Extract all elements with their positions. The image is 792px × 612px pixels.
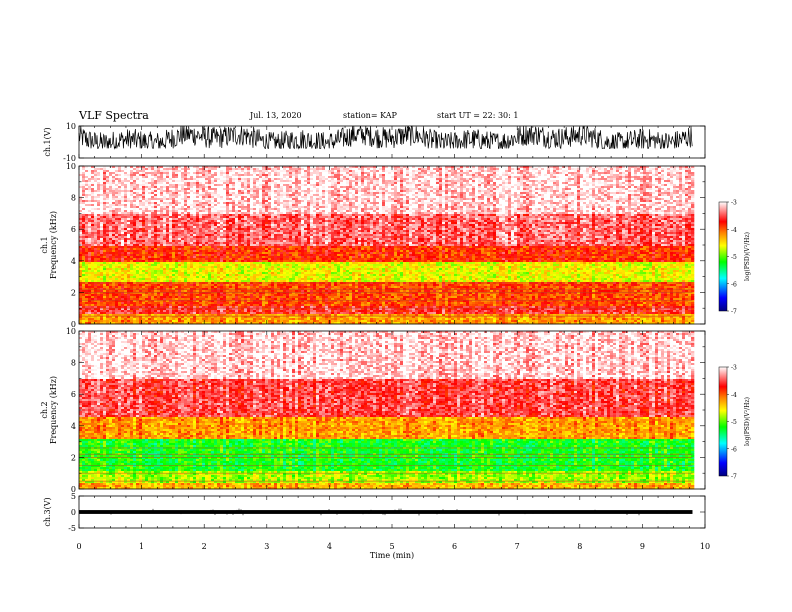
panel-0-ytick-label: 10 bbox=[66, 122, 76, 131]
ch1-spectrogram-colorbar-tick-label: -4 bbox=[731, 227, 737, 234]
x-axis-label: Time (min) bbox=[370, 551, 414, 560]
xtick-label: 2 bbox=[202, 542, 207, 551]
start-time-label: start UT = 22: 30: 1 bbox=[437, 111, 518, 120]
ch2-spectrogram-colorbar-tick-label: -7 bbox=[731, 474, 737, 481]
xtick-label: 7 bbox=[515, 542, 520, 551]
panel-2-ylabel: ch.2 bbox=[40, 401, 49, 418]
panel-1-ytick-label: 2 bbox=[71, 288, 76, 297]
panel-1-ylabel: ch.1 bbox=[40, 236, 49, 253]
ch2-spectrogram-colorbar-label: log(PSD)(V²/Hz) bbox=[744, 397, 751, 446]
panel-2-ytick-label: 6 bbox=[71, 390, 76, 399]
panel-0-ylabel: ch.1(V) bbox=[43, 127, 52, 156]
panel-3-ylabel: ch.3(V) bbox=[43, 497, 52, 526]
panel-2-ytick-label: 10 bbox=[66, 327, 76, 336]
ch1-spectrogram-colorbar-label: log(PSD)(V²/Hz) bbox=[744, 232, 751, 281]
xtick-label: 10 bbox=[700, 542, 710, 551]
xtick-label: 9 bbox=[640, 542, 645, 551]
station-label: station= KAP bbox=[343, 111, 397, 120]
ch1-spectrogram-colorbar-tick-label: -7 bbox=[731, 309, 737, 316]
panel-2-ylabel: Frequency (kHz) bbox=[49, 376, 58, 444]
ch1-waveform-line bbox=[78, 125, 693, 150]
xtick-label: 4 bbox=[327, 542, 332, 551]
panel-3-ytick-label: 0 bbox=[71, 508, 76, 517]
panel-2-ytick-label: 4 bbox=[71, 422, 76, 431]
figure-title: VLF Spectra bbox=[79, 109, 149, 122]
xtick-label: 1 bbox=[139, 542, 144, 551]
panel-1-ytick-label: 10 bbox=[66, 162, 76, 171]
xtick-label: 5 bbox=[389, 542, 394, 551]
ch3-waveform-spikes bbox=[80, 508, 668, 516]
date-label: Jul. 13, 2020 bbox=[250, 111, 302, 120]
panel-2-ytick-label: 0 bbox=[71, 485, 76, 494]
panel-1-ytick-label: 8 bbox=[71, 194, 76, 203]
xtick-label: 0 bbox=[76, 542, 81, 551]
panel-3-ytick-label: 5 bbox=[71, 492, 76, 501]
ch2-spectrogram-colorbar-tick-label: -4 bbox=[731, 392, 737, 399]
panel-3-ytick-label: -5 bbox=[68, 524, 76, 533]
ch1-spectrogram-colorbar-tick-label: -3 bbox=[731, 200, 737, 207]
xtick-label: 3 bbox=[264, 542, 269, 551]
ch1-spectrogram-colorbar-tick-label: -6 bbox=[731, 281, 737, 288]
ch2-spectrogram-colorbar-tick-label: -5 bbox=[731, 419, 737, 426]
ch2-spectrogram-colorbar-tick-label: -6 bbox=[731, 446, 737, 453]
panel-2-ytick-label: 2 bbox=[71, 453, 76, 462]
panel-1-ytick-label: 4 bbox=[71, 257, 76, 266]
xtick-label: 6 bbox=[452, 542, 457, 551]
panel-1-ylabel: Frequency (kHz) bbox=[49, 211, 58, 279]
panel-1-ytick-label: 6 bbox=[71, 225, 76, 234]
ch1-spectrogram-colorbar-tick-label: -5 bbox=[731, 254, 737, 261]
panel-1-ytick-label: 0 bbox=[71, 320, 76, 329]
ch2-spectrogram-colorbar bbox=[718, 366, 728, 477]
ch2-spectrogram-colorbar-tick-label: -3 bbox=[731, 365, 737, 372]
ch3-waveform-band bbox=[79, 510, 693, 514]
xtick-label: 8 bbox=[577, 542, 582, 551]
panel-2-ytick-label: 8 bbox=[71, 359, 76, 368]
panel-0-ytick-label: -10 bbox=[63, 154, 76, 163]
ch1-spectrogram-colorbar bbox=[718, 201, 728, 312]
